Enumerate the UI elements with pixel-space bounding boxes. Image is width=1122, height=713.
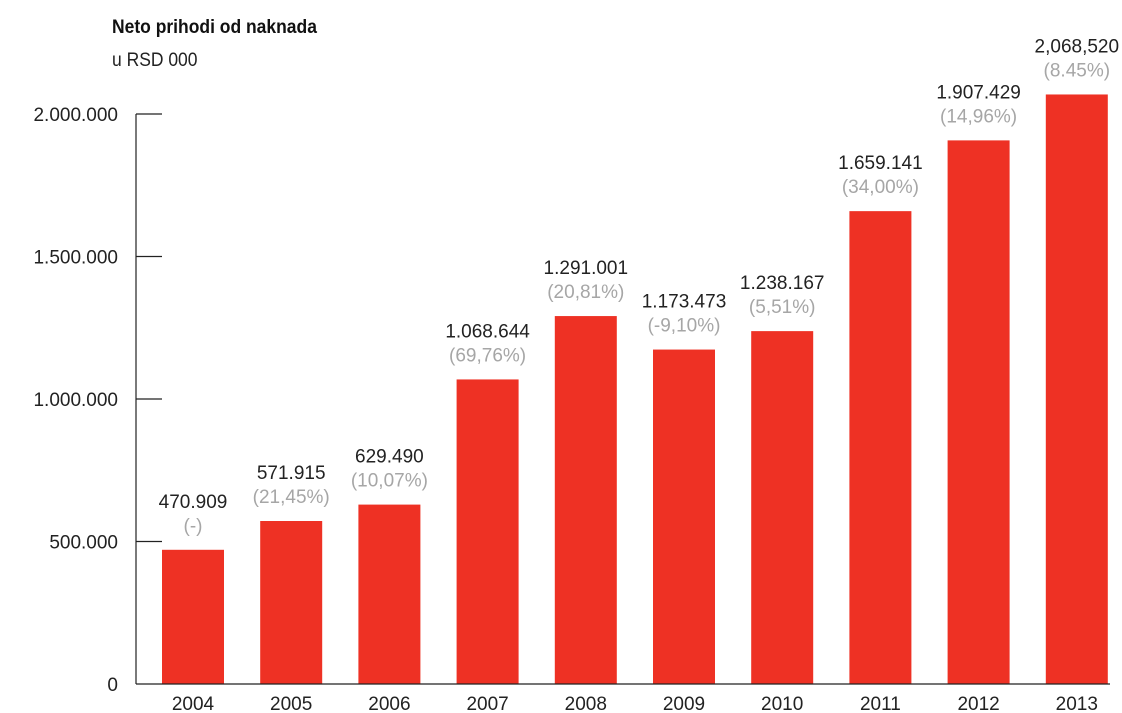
- value-label-2009: 1.173.473: [642, 292, 727, 313]
- value-label-2013: 2,068,520: [1035, 36, 1120, 57]
- x-tick-label-2011: 2011: [860, 694, 901, 713]
- value-label-2007: 1.068.644: [445, 321, 530, 342]
- growth-label-2011: (34,00%): [842, 177, 919, 198]
- x-tick-label-2009: 2009: [663, 694, 705, 713]
- y-tick-label-4: 2.000.000: [33, 105, 118, 126]
- growth-label-2005: (21,45%): [253, 487, 330, 508]
- growth-label-2013: (8.45%): [1044, 60, 1111, 81]
- x-tick-label-2005: 2005: [270, 694, 312, 713]
- bar-2012: [947, 140, 1010, 684]
- y-tick-label-2: 1.000.000: [33, 390, 118, 411]
- bar-2010: [751, 331, 814, 684]
- value-label-2005: 571.915: [257, 463, 326, 484]
- growth-label-2009: (-9,10%): [648, 316, 721, 337]
- y-tick-label-1: 500.000: [49, 533, 118, 554]
- x-tick-label-2008: 2008: [565, 694, 607, 713]
- bar-2007: [456, 379, 519, 684]
- x-tick-label-2004: 2004: [172, 694, 215, 713]
- value-label-2010: 1.238.167: [740, 273, 825, 294]
- growth-label-2004: (-): [184, 516, 203, 537]
- bar-2008: [554, 316, 617, 684]
- x-tick-label-2007: 2007: [466, 694, 508, 713]
- x-tick-label-2013: 2013: [1056, 694, 1098, 713]
- value-label-2012: 1.907.429: [936, 82, 1021, 103]
- growth-label-2012: (14,96%): [940, 106, 1017, 127]
- x-tick-label-2006: 2006: [368, 694, 410, 713]
- growth-label-2008: (20,81%): [547, 282, 624, 303]
- value-label-2004: 470.909: [159, 492, 228, 513]
- growth-label-2010: (5,51%): [749, 297, 816, 318]
- growth-label-2006: (10,07%): [351, 471, 428, 492]
- bar-2013: [1045, 94, 1108, 684]
- bar-2004: [162, 549, 224, 684]
- bar-2006: [358, 504, 421, 684]
- value-label-2008: 1.291.001: [544, 258, 629, 279]
- bar-2009: [653, 349, 715, 684]
- chart-subtitle: u RSD 000: [112, 50, 198, 71]
- growth-label-2007: (69,76%): [449, 345, 526, 366]
- y-tick-label-0: 0: [107, 675, 118, 696]
- chart-title: Neto prihodi od naknada: [112, 17, 317, 38]
- x-tick-label-2012: 2012: [957, 694, 999, 713]
- bar-2011: [849, 211, 912, 684]
- x-tick-label-2010: 2010: [761, 694, 803, 713]
- value-label-2006: 629.490: [355, 447, 424, 468]
- bar-2005: [260, 521, 323, 684]
- value-label-2011: 1.659.141: [838, 153, 923, 174]
- y-tick-label-3: 1.500.000: [33, 248, 118, 269]
